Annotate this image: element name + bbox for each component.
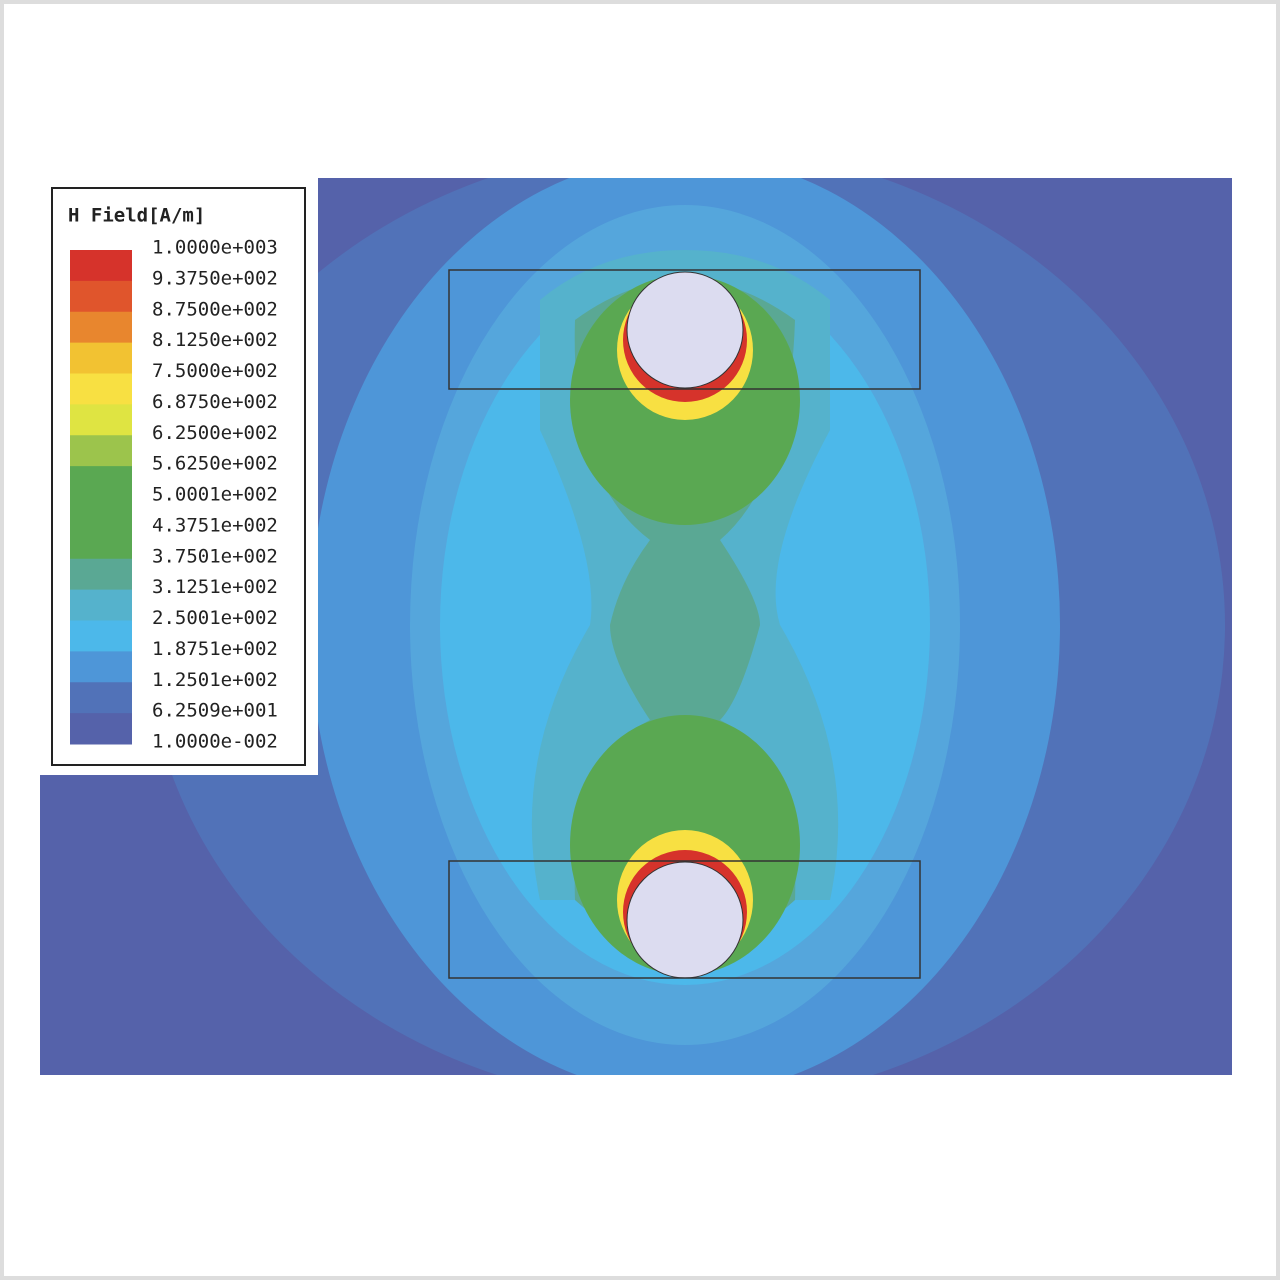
legend-title: H Field[A/m]	[68, 205, 205, 227]
legend-swatch	[70, 250, 132, 282]
legend-label: 6.8750e+002	[152, 391, 278, 413]
legend: 1.0000e+003 9.3750e+002 8.7500e+002 8.1250e…	[70, 237, 278, 753]
legend-swatch	[70, 342, 132, 374]
legend-label: 1.2501e+002	[152, 669, 278, 691]
legend-swatch	[70, 713, 132, 745]
legend-swatch	[70, 373, 132, 405]
legend-swatch	[70, 497, 132, 529]
legend-swatch	[70, 558, 132, 591]
legend-swatch	[70, 682, 132, 714]
legend-swatch	[70, 404, 132, 436]
legend-label: 7.5000e+002	[152, 360, 278, 382]
legend-label: 2.5001e+002	[152, 607, 278, 629]
legend-label: 3.1251e+002	[152, 576, 278, 598]
legend-label: 3.7501e+002	[152, 545, 278, 567]
legend-swatch	[70, 435, 132, 467]
legend-label: 8.1250e+002	[152, 329, 278, 351]
legend-label: 5.0001e+002	[152, 484, 278, 506]
legend-swatch	[70, 311, 132, 344]
legend-label: 4.3751e+002	[152, 514, 278, 536]
legend-swatch	[70, 527, 132, 560]
legend-label: 1.0000e-002	[152, 731, 278, 753]
legend-swatch	[70, 280, 132, 313]
legend-swatch	[70, 620, 132, 652]
legend-label: 8.7500e+002	[152, 298, 278, 320]
legend-label: 9.3750e+002	[152, 267, 278, 289]
legend-label: 6.2509e+001	[152, 700, 278, 722]
legend-swatch	[70, 466, 132, 498]
legend-swatch	[70, 651, 132, 683]
legend-label: 6.2500e+002	[152, 422, 278, 444]
legend-label: 1.0000e+003	[152, 237, 278, 259]
legend-label: 5.6250e+002	[152, 453, 278, 475]
legend-swatch	[70, 589, 132, 621]
legend-label: 1.8751e+002	[152, 638, 278, 660]
